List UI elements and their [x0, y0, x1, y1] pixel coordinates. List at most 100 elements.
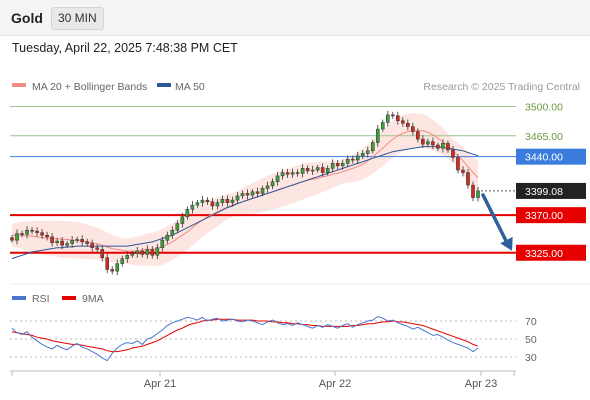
timestamp: Tuesday, April 22, 2025 7:48:38 PM CET [12, 41, 238, 55]
candle-body [380, 122, 385, 130]
bollinger-fill [12, 113, 478, 267]
forecast-arrow-shaft [481, 193, 509, 245]
candle-body [441, 143, 445, 149]
level-tag-3370.00 [516, 207, 586, 224]
candle-body [25, 229, 29, 235]
candle-body [210, 201, 215, 207]
candle-body [446, 143, 450, 151]
candle-body [290, 172, 295, 175]
x-tick-label: Apr 22 [319, 378, 351, 390]
candle-body [260, 188, 265, 194]
candle-body [330, 163, 335, 169]
candle-body [451, 149, 455, 158]
moving-averages [11, 130, 479, 260]
candle-body [375, 128, 380, 143]
candle-body [265, 185, 270, 189]
candle-body [396, 115, 400, 121]
candle-body [320, 167, 325, 173]
candle-body [40, 232, 44, 236]
candle-body [65, 243, 69, 246]
candle-body [155, 247, 160, 256]
candle-body [355, 155, 360, 161]
header-bar: Gold 30 MIN [0, 0, 590, 36]
candle-body [160, 239, 165, 248]
candle-body [461, 169, 465, 173]
candle-body [130, 253, 135, 256]
candle-body [255, 191, 260, 194]
candle-body [406, 122, 410, 127]
price-levels [10, 106, 516, 254]
candle-body [476, 190, 480, 198]
candle-body [20, 233, 24, 235]
candle-body [350, 158, 355, 161]
candle-body [270, 181, 275, 187]
candle-body [180, 216, 185, 224]
level-label-3465.00: 3465.00 [525, 131, 563, 143]
legend-ma50-swatch [157, 83, 171, 87]
candle-body [240, 193, 245, 197]
candle-body [190, 204, 195, 210]
candle-body [431, 141, 435, 146]
candle-body [150, 249, 155, 256]
candle-body [215, 202, 220, 207]
forecast-arrow [481, 193, 513, 251]
candle-body [115, 263, 120, 272]
level-label-3440.00: 3440.00 [525, 152, 563, 164]
level-tag-3440.00 [516, 148, 586, 165]
candle-body [280, 172, 285, 177]
rsi-tick-30: 30 [525, 352, 537, 364]
candle-body [310, 169, 315, 172]
candle-body [300, 168, 305, 174]
candle-body [195, 202, 200, 206]
candle-body [30, 229, 34, 232]
candle-body [10, 237, 14, 241]
candle-body [360, 153, 365, 157]
candle-body [335, 163, 340, 167]
level-label-3325.00: 3325.00 [525, 248, 563, 260]
rsi-9ma-line [11, 318, 479, 353]
legend-ma50-label: MA 50 [175, 81, 205, 93]
candle-body [110, 269, 115, 272]
rsi-line [11, 315, 479, 362]
candle-body [340, 163, 345, 167]
candle-body [85, 241, 89, 244]
level-label-3500.00: 3500.00 [525, 102, 563, 114]
candle-body [456, 157, 460, 171]
candle-body [185, 209, 190, 218]
candle-body [386, 114, 390, 123]
legend-ma20-label: MA 20 + Bollinger Bands [32, 81, 147, 93]
candle-body [15, 233, 19, 241]
candle-body [436, 144, 440, 149]
candle-body [285, 172, 290, 175]
candle-body [401, 120, 405, 124]
last-price-tag [516, 182, 586, 199]
candle-body [120, 258, 125, 264]
candle-body [245, 193, 250, 196]
legend-rsi-swatch [12, 296, 26, 300]
rsi-panel: 70 50 30 [10, 315, 537, 364]
candle-body [100, 249, 104, 259]
candle-body [471, 184, 475, 198]
candle-body [95, 247, 99, 250]
candle-body [416, 131, 420, 140]
candle-body [55, 240, 59, 243]
candle-body [165, 234, 170, 241]
candle-body [275, 175, 280, 182]
x-axis: Apr 21 Apr 22 Apr 23 [10, 370, 516, 390]
price-labels: 3500.00 3465.00 3440.00 3370.00 3325.00 3399.… [481, 102, 586, 261]
level-tag-3325.00 [516, 244, 586, 261]
candle-body [60, 240, 64, 246]
candle-body [325, 168, 330, 173]
candle-body [70, 239, 74, 244]
candle-body [135, 250, 140, 254]
legend-9ma-label: 9MA [82, 293, 104, 305]
candle-body [365, 150, 370, 154]
candle-body [170, 229, 175, 236]
timeframe-button[interactable]: 30 MIN [51, 7, 104, 30]
candle-body [145, 249, 150, 255]
candle-body [80, 239, 84, 243]
legend-ma20-swatch [12, 83, 26, 87]
research-credit: Research © 2025 Trading Central [423, 81, 580, 93]
legend-9ma-swatch [62, 296, 76, 300]
